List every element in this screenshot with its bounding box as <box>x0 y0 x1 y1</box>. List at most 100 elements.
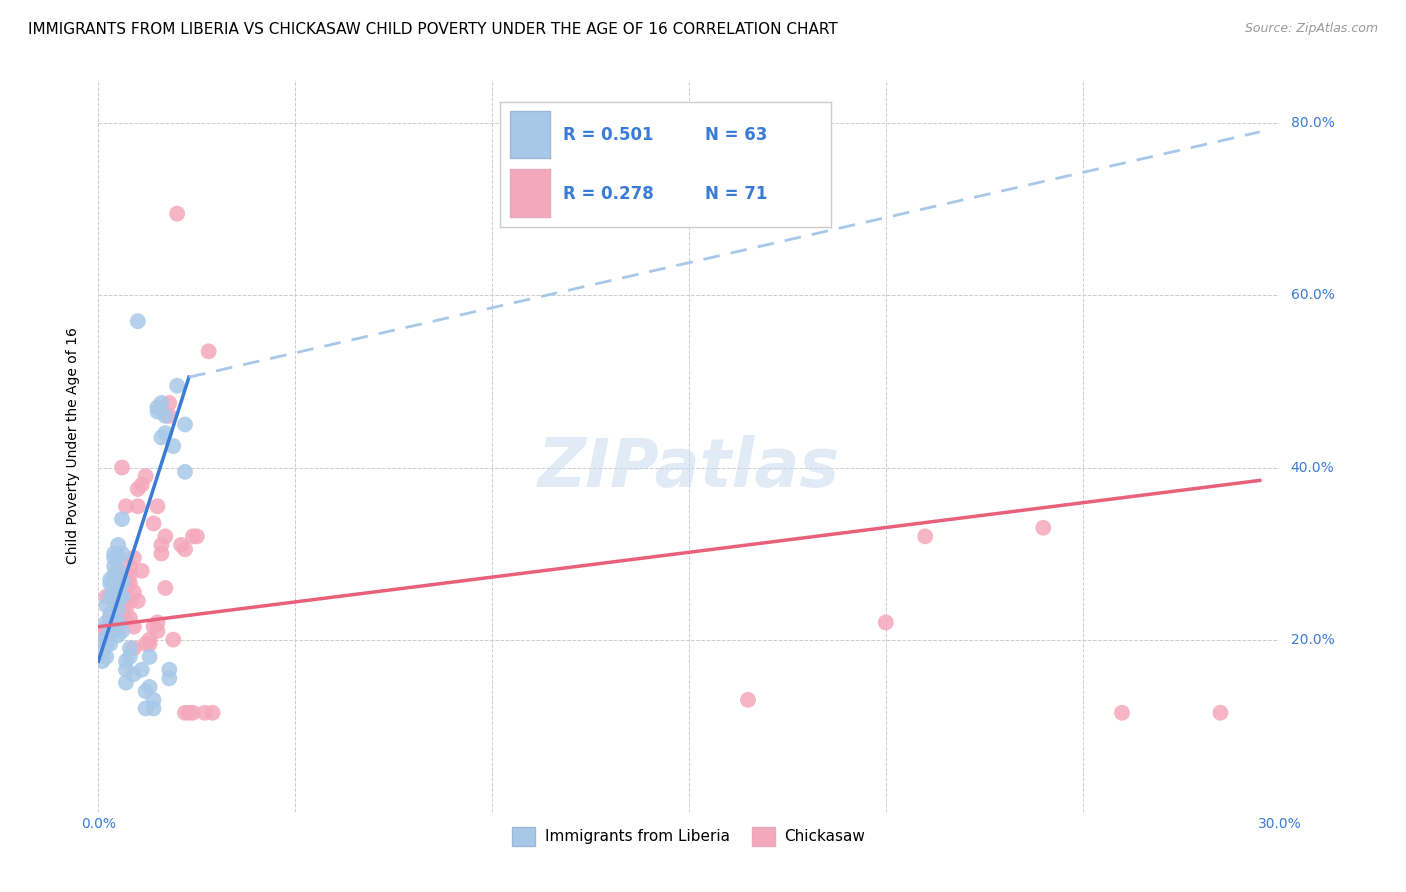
Point <box>111 576 134 591</box>
Point <box>142 701 165 715</box>
Point <box>115 663 138 677</box>
Point <box>103 581 125 595</box>
Point <box>201 706 224 720</box>
Point <box>111 611 134 625</box>
Point <box>115 585 138 599</box>
Point <box>115 654 138 668</box>
Point <box>98 624 121 638</box>
Point <box>107 585 129 599</box>
Point <box>118 641 141 656</box>
Point <box>162 439 184 453</box>
Point <box>107 550 129 565</box>
Point <box>111 512 134 526</box>
Point <box>96 649 118 664</box>
Point <box>115 576 138 591</box>
Point <box>118 649 141 664</box>
Point <box>146 500 169 514</box>
Point <box>146 404 169 418</box>
Point <box>115 602 138 616</box>
Point <box>91 654 114 668</box>
Point <box>174 706 197 720</box>
Point <box>135 637 157 651</box>
Point <box>138 649 160 664</box>
Point <box>1209 706 1232 720</box>
Point <box>155 426 177 441</box>
Point <box>174 465 197 479</box>
Point <box>107 538 129 552</box>
Point <box>103 550 125 565</box>
Point <box>135 469 157 483</box>
Point <box>111 590 134 604</box>
Point <box>122 585 145 599</box>
Point <box>155 529 177 543</box>
Point <box>107 615 129 630</box>
Point <box>127 482 149 496</box>
Point <box>150 538 173 552</box>
Point <box>98 576 121 591</box>
Point <box>98 620 121 634</box>
Point <box>157 671 180 685</box>
Point <box>146 624 169 638</box>
Point <box>91 632 114 647</box>
Point <box>127 594 149 608</box>
Point <box>142 620 165 634</box>
Point <box>98 615 121 630</box>
Point <box>127 314 149 328</box>
Point <box>166 207 188 221</box>
Point <box>103 559 125 574</box>
Point <box>122 550 145 565</box>
Point <box>98 624 121 638</box>
Point <box>181 706 204 720</box>
Y-axis label: Child Poverty Under the Age of 16: Child Poverty Under the Age of 16 <box>66 327 80 565</box>
Point <box>118 611 141 625</box>
Point <box>122 641 145 656</box>
Point <box>96 590 118 604</box>
Point <box>111 594 134 608</box>
Point <box>150 430 173 444</box>
Text: Source: ZipAtlas.com: Source: ZipAtlas.com <box>1244 22 1378 36</box>
Point <box>107 594 129 608</box>
Point <box>131 564 153 578</box>
Point <box>91 646 114 660</box>
Point <box>103 615 125 630</box>
Point <box>96 615 118 630</box>
Point <box>197 344 219 359</box>
Point <box>1111 706 1133 720</box>
Point <box>1032 521 1054 535</box>
Point <box>181 529 204 543</box>
Point <box>115 611 138 625</box>
Point <box>737 693 759 707</box>
Text: 80.0%: 80.0% <box>1291 116 1334 130</box>
Point <box>122 620 145 634</box>
Point <box>118 594 141 608</box>
Point <box>142 693 165 707</box>
Text: ZIPatlas: ZIPatlas <box>538 435 839 501</box>
Point <box>115 568 138 582</box>
Point <box>138 637 160 651</box>
Point <box>98 607 121 621</box>
Point <box>111 602 134 616</box>
Point <box>914 529 936 543</box>
Point <box>146 401 169 415</box>
Point <box>107 620 129 634</box>
Text: 40.0%: 40.0% <box>1291 460 1334 475</box>
Point <box>157 396 180 410</box>
Point <box>146 615 169 630</box>
Point <box>174 417 197 432</box>
Point <box>103 568 125 582</box>
Point <box>118 576 141 591</box>
Point <box>135 701 157 715</box>
Point <box>107 628 129 642</box>
Point <box>91 628 114 642</box>
Text: 60.0%: 60.0% <box>1291 288 1334 302</box>
Point <box>115 675 138 690</box>
Point <box>107 573 129 587</box>
Point <box>118 568 141 582</box>
Point <box>174 542 197 557</box>
Point <box>96 637 118 651</box>
Point <box>135 684 157 698</box>
Point <box>98 573 121 587</box>
Point <box>111 573 134 587</box>
Point <box>194 706 217 720</box>
Point <box>150 547 173 561</box>
